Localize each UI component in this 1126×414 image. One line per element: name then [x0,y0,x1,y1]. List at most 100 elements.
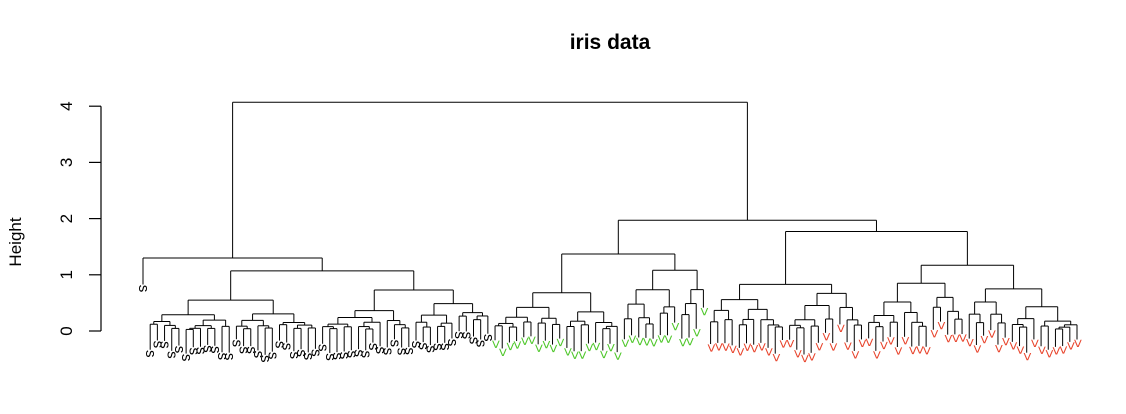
leaf-label-c: > [681,337,698,346]
leaf-label-c: > [566,351,583,360]
leaf-label-v: > [889,347,906,356]
leaf-label-v: > [990,344,1007,353]
y-tick-label: 1 [57,270,76,279]
leaf-label-c: > [588,342,605,351]
leaf-label-v: > [1062,342,1079,351]
leaf-label-v: > [767,353,784,362]
leaf-label-c: > [695,307,712,316]
leaf-label-s: s [264,352,281,360]
leaf-label-v: > [1004,341,1021,350]
leaf-label-c: > [537,340,554,349]
leaf-label-v: > [947,334,964,343]
leaf-label-c: > [494,348,511,357]
leaf-label-v: > [925,329,942,338]
leaf-label-v: > [703,344,720,353]
leaf-label-v: > [997,337,1014,346]
leaf-label-v: > [789,349,806,358]
leaf-label-c: > [609,352,626,361]
leaf-label-v: > [760,347,777,356]
leaf-label-s: s [415,342,432,350]
y-tick-label: 3 [57,158,76,167]
leaf-label-s: s [307,349,324,357]
leaf-label-v: > [983,330,1000,339]
leaf-label-s: s [329,352,346,360]
leaf-label-v: > [803,352,820,361]
leaf-label-v: > [1047,346,1064,355]
leaf-label-v: > [918,346,935,355]
leaf-label-s: s [200,345,217,353]
leaf-label-s: s [379,348,396,356]
leaf-label-s: s [236,346,253,354]
leaf-label-v: > [810,342,827,351]
leaf-label-s: s [257,355,274,363]
leaf-label-v: > [1012,346,1029,355]
leaf-label-c: > [688,328,705,337]
leaf-label-v: > [846,351,863,360]
leaf-label-c: > [545,344,562,353]
leaf-label-s: s [192,347,209,355]
leaf-label-v: > [739,343,756,352]
y-tick-label: 2 [57,214,76,223]
leaf-label-c: > [659,335,676,344]
leaf-label-v: > [961,338,978,347]
leaf-label-v: > [853,339,870,348]
leaf-label-s: s [451,331,468,339]
leaf-label-v: > [717,343,734,352]
leaf-label-v: > [818,332,835,341]
leaf-label-v: > [968,345,985,354]
leaf-label-c: > [580,343,597,352]
leaf-label-s: s [386,340,403,348]
leaf-label-c: > [652,335,669,344]
leaf-label-v: > [1069,339,1086,348]
leaf-label-v: > [1055,346,1072,355]
leaf-label-c: > [645,338,662,347]
leaf-label-s: s [430,343,447,351]
leaf-labels: ssssssssssssssssssssssssssssssssssssssss… [135,285,1086,363]
leaf-label-s: s [221,353,238,361]
leaf-label-c: > [602,343,619,352]
leaf-label-s: s [135,285,152,293]
leaf-label-s: s [394,348,411,356]
leaf-label-c: > [487,340,504,349]
leaf-label-s: s [401,347,418,355]
leaf-label-s: s [279,343,296,351]
leaf-label-v: > [746,344,763,353]
leaf-label-c: > [624,335,641,344]
leaf-label-v: > [954,334,971,343]
leaf-label-c: > [559,348,576,357]
leaf-label-c: > [595,350,612,359]
leaf-label-s: s [343,351,360,359]
leaf-label-c: > [667,322,684,331]
leaf-label-c: > [638,338,655,347]
leaf-label-s: s [272,341,289,349]
leaf-label-s: s [164,351,181,359]
leaf-label-v: > [839,342,856,351]
leaf-label-c: > [674,338,691,347]
leaf-label-v: > [897,336,914,345]
leaf-label-v: > [724,345,741,354]
y-tick-label: 0 [57,326,76,335]
leaf-label-v: > [976,335,993,344]
dendrogram-branches [142,101,1078,355]
leaf-label-v: > [932,321,949,330]
leaf-label-s: s [480,334,497,342]
leaf-label-s: s [458,332,475,340]
leaf-label-c: > [501,342,518,351]
leaf-label-s: s [365,343,382,351]
leaf-label-s: s [315,344,332,352]
leaf-label-s: s [207,346,224,354]
leaf-label-v: > [868,350,885,359]
leaf-label-s: s [178,354,195,362]
leaf-label-c: > [530,344,547,353]
leaf-label-v: > [731,347,748,356]
leaf-label-v: > [832,324,849,333]
leaf-label-c: > [573,351,590,360]
leaf-label-v: > [796,354,813,363]
leaf-label-v: > [875,341,892,350]
leaf-label-s: s [408,341,425,349]
y-tick-label: 4 [57,101,76,110]
leaf-label-s: s [293,349,310,357]
leaf-label-c: > [631,337,648,346]
leaf-label-v: > [774,340,791,349]
